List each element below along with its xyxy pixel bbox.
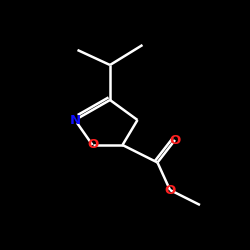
Text: O: O [87,138,98,151]
Text: O: O [164,184,175,196]
Text: O: O [170,134,180,146]
Text: N: N [70,114,80,126]
